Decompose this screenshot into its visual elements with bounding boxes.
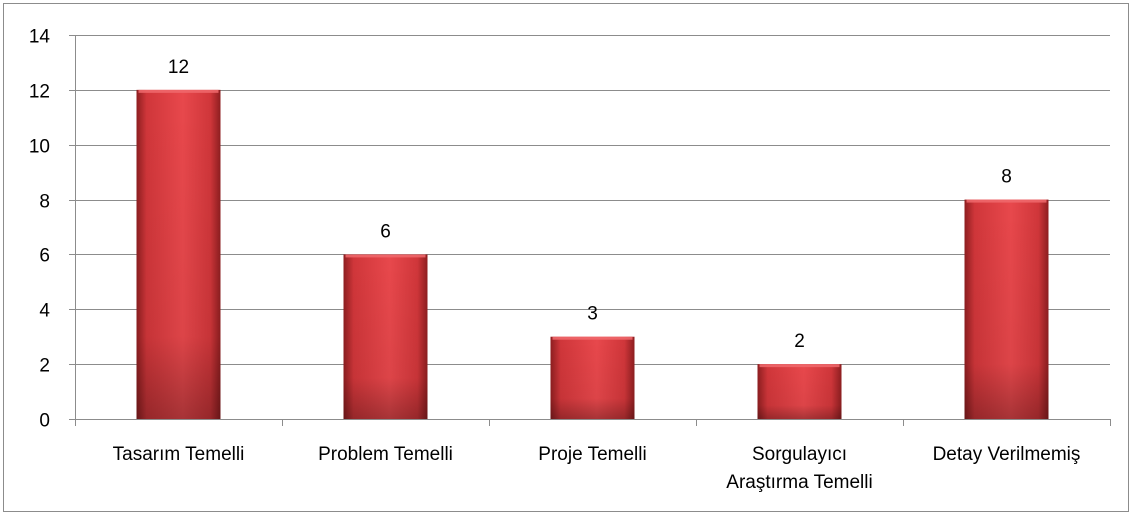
y-tick-label: 2 [39, 356, 50, 377]
gridlines [75, 35, 1110, 365]
bar-shading [964, 199, 1049, 419]
data-label: 12 [168, 57, 189, 78]
data-label: 8 [1001, 167, 1012, 188]
bar-top-highlight [759, 364, 840, 368]
data-label: 3 [587, 304, 598, 325]
bar-top-highlight [138, 89, 219, 93]
bar-shading [343, 254, 428, 419]
y-tick-label: 12 [29, 82, 50, 103]
labels: 0 2 4 6 8 10 12 14 12 Tasarım Temelli 6 Problem Tem… [29, 27, 1081, 494]
bar-top-highlight [966, 199, 1047, 203]
x-category-label: Araştırma Temelli [726, 472, 872, 493]
y-tick-label: 0 [39, 411, 50, 432]
bar-shading [136, 89, 221, 419]
x-category-label: Tasarım Temelli [113, 444, 245, 465]
axes [69, 35, 1111, 426]
y-tick-label: 4 [39, 301, 50, 322]
x-category-label: Sorgulayıcı [752, 444, 847, 465]
bars [136, 89, 1049, 419]
y-tick-label: 14 [29, 27, 51, 48]
y-tick-label: 10 [29, 137, 50, 158]
bar-shading [550, 336, 635, 419]
x-category-label: Detay Verilmemiş [933, 444, 1081, 465]
bar-top-highlight [345, 254, 426, 258]
bar-shading [757, 364, 842, 419]
data-label: 2 [794, 331, 805, 352]
x-category-label: Proje Temelli [538, 444, 646, 465]
y-tick-label: 8 [39, 192, 50, 213]
x-category-label: Problem Temelli [318, 444, 453, 465]
y-tick-label: 6 [39, 246, 50, 267]
data-label: 6 [380, 221, 391, 242]
bar-top-highlight [552, 336, 633, 340]
